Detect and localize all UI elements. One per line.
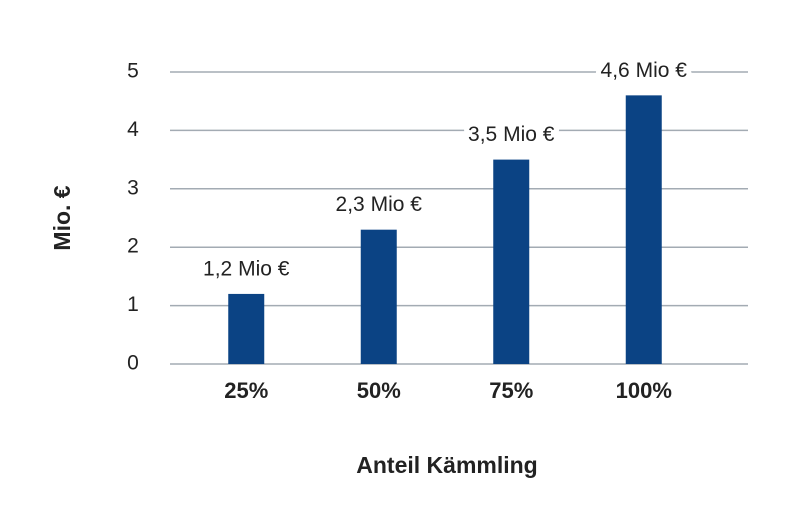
x-tick-label: 75% xyxy=(489,378,533,403)
x-tick-label: 100% xyxy=(616,378,672,403)
y-tick-label: 2 xyxy=(127,235,139,258)
value-label: 1,2 Mio € xyxy=(203,257,290,280)
y-tick-label: 3 xyxy=(127,176,139,199)
y-tick-label: 4 xyxy=(127,118,139,141)
y-tick-label: 5 xyxy=(127,60,139,83)
y-tick-label: 1 xyxy=(127,293,139,316)
bar xyxy=(360,229,397,364)
y-tick-label: 0 xyxy=(127,352,139,375)
x-tick-label: 25% xyxy=(224,378,268,403)
bar xyxy=(493,159,530,364)
x-tick-label: 50% xyxy=(357,378,401,403)
value-label: 4,6 Mio € xyxy=(601,59,688,82)
bar xyxy=(625,95,662,365)
y-axis-title: Mio. € xyxy=(49,185,75,250)
value-label: 2,3 Mio € xyxy=(336,193,423,216)
bar xyxy=(228,293,265,364)
x-axis-title: Anteil Kämmling xyxy=(356,452,537,478)
value-label: 3,5 Mio € xyxy=(468,123,555,146)
